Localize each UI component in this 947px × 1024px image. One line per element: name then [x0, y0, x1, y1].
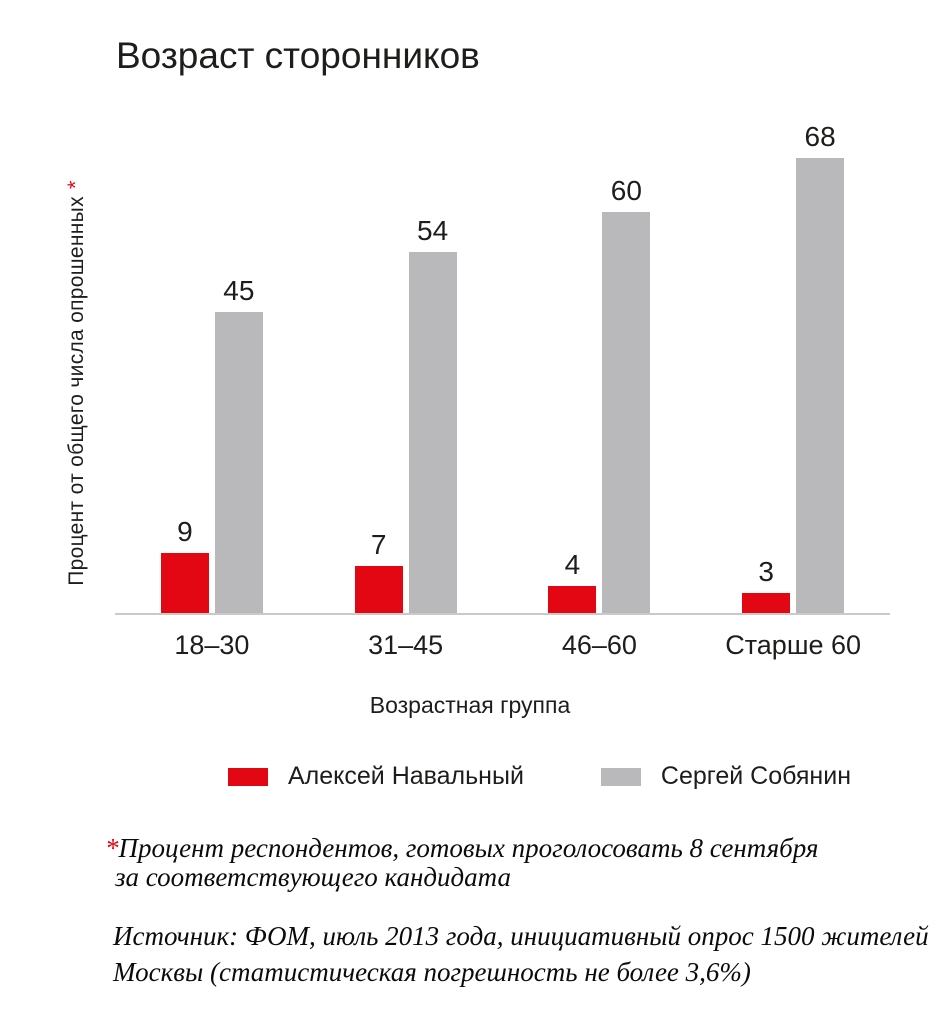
bar-navalny	[548, 586, 597, 613]
footnote-line-1-text: Процент респондентов, готовых проголосов…	[118, 833, 819, 863]
source-line-2: Москвы (статистическая погрешность не бо…	[113, 957, 751, 987]
bar-group: 3 68	[696, 123, 890, 613]
x-tick-label: 31–45	[368, 630, 444, 660]
bar-group: 7 54	[309, 217, 503, 613]
legend: Алексей Навальный Сергей Собянин	[228, 762, 851, 791]
y-axis-asterisk: *	[63, 180, 88, 190]
bar-column-sobyanin: 68	[796, 121, 845, 613]
bar-value-label: 45	[223, 275, 255, 306]
bar-group: 9 45	[115, 277, 309, 613]
source-line-1: Источник: ФОМ, июль 2013 года, инициатив…	[113, 921, 929, 951]
bar-sobyanin	[796, 158, 845, 613]
bar-sobyanin	[214, 312, 263, 613]
footnote: *Процент респондентов, готовых проголосо…	[105, 834, 818, 892]
legend-swatch-navalny	[228, 767, 268, 786]
x-axis-title: Возрастная группа	[369, 692, 571, 718]
legend-label-sobyanin: Сергей Собянин	[660, 762, 852, 790]
x-tick-label: Старше 60	[725, 630, 862, 660]
bar-value-label: 7	[370, 529, 387, 560]
bar-column-sobyanin: 45	[214, 275, 263, 613]
y-axis-label: Процент от общего числа опрошенных *	[63, 180, 89, 586]
bar-column-navalny: 9	[160, 516, 209, 613]
plot-area: 9 45 7 54 4 60 3 68	[115, 120, 890, 615]
bar-sobyanin	[602, 212, 651, 613]
bar-value-label: 54	[417, 215, 449, 246]
bar-chart: 9 45 7 54 4 60 3 68 18–30 31–45 46–60 Старше 60	[115, 120, 890, 661]
source-note: Источник: ФОМ, июль 2013 года, инициатив…	[113, 918, 929, 990]
bar-value-label: 68	[804, 121, 836, 152]
bar-sobyanin	[408, 252, 457, 613]
bar-value-label: 4	[564, 549, 581, 580]
bar-column-sobyanin: 54	[408, 215, 457, 613]
bar-value-label: 3	[758, 556, 774, 587]
chart-title: Возраст сторонников	[116, 35, 480, 76]
bar-navalny	[354, 566, 403, 613]
x-tick-label: 46–60	[561, 630, 637, 660]
bar-value-label: 9	[177, 516, 193, 547]
legend-label-navalny: Алексей Навальный	[288, 762, 524, 790]
legend-item-navalny: Алексей Навальный	[228, 762, 524, 791]
bar-column-navalny: 7	[354, 529, 403, 613]
legend-item-sobyanin: Сергей Собянин	[600, 762, 852, 791]
x-tick-label: 18–30	[174, 630, 250, 660]
bar-column-sobyanin: 60	[602, 175, 651, 613]
bar-column-navalny: 3	[742, 556, 791, 613]
footnote-asterisk: *	[105, 833, 119, 863]
bar-column-navalny: 4	[548, 549, 597, 613]
x-axis-tick-labels: 18–30 31–45 46–60 Старше 60	[115, 615, 890, 661]
footnote-line-2: за соответствующего кандидата	[115, 862, 511, 892]
bar-group: 4 60	[503, 177, 697, 613]
y-axis-label-text: Процент от общего числа опрошенных	[65, 196, 88, 586]
footnote-line-1: *Процент респондентов, готовых проголосо…	[105, 834, 818, 863]
bar-value-label: 60	[610, 175, 642, 206]
bar-navalny	[160, 553, 209, 613]
bar-navalny	[742, 593, 791, 613]
legend-swatch-sobyanin	[600, 767, 641, 786]
